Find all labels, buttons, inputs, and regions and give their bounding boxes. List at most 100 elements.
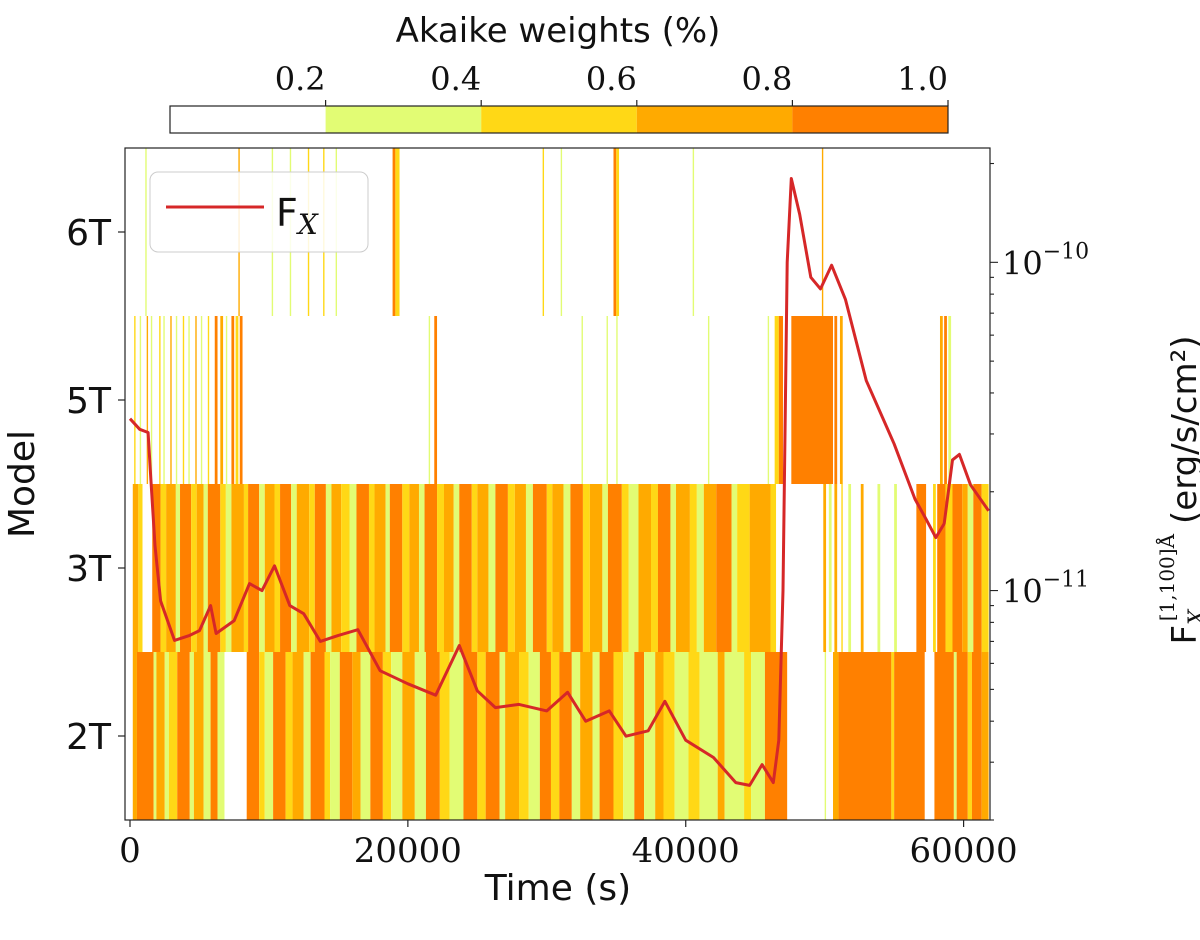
heatmap-cell-3T [952,484,963,652]
heatmap-cell-5T [774,316,779,484]
heatmap-cell-3T [563,484,571,652]
heatmap-cell-3T [877,484,881,652]
heatmap-cell-2T [499,652,506,820]
heatmap-cell-2T [136,652,154,820]
heatmap-cell-5T [188,316,190,484]
heatmap-cell-3T [495,484,508,652]
heatmap-cell-2T [724,652,745,820]
heatmap-cell-5T [778,316,783,484]
heatmap-cell-2T [580,652,593,820]
x-tick-label: 60000 [910,831,1018,871]
y2-axis-ticks: 10−10 10−11 [990,162,1089,821]
heatmap-cell-2T [550,652,560,820]
heatmap-cell-5T [175,316,178,484]
heatmap-cell-3T [349,484,357,652]
heatmap-cell-3T [368,484,375,652]
heatmap-cell-3T [703,484,717,652]
colorbar-tick-label: 1.0 [897,60,948,98]
heatmap-cell-6T [560,148,563,316]
x-tick-label: 0 [119,831,141,871]
heatmap-cell-2T [663,652,675,820]
heatmap-cell-3T [471,484,478,652]
heatmap-cell-2T [644,652,656,820]
heatmap-cell-5T [948,316,952,484]
heatmap-cell-3T [731,484,738,652]
heatmap-cell-3T [314,484,326,652]
heatmap-cell-3T [385,484,390,652]
heatmap-cell-6T [616,148,620,316]
heatmap-cell-3T [670,484,677,652]
heatmap-cell-2T [971,652,982,820]
heatmap-cell-3T [424,484,438,652]
colorbar: 0.2 0.4 0.6 0.8 1.0 [169,60,949,134]
heatmap-cell-3T [552,484,564,652]
heatmap-cell-2T [599,652,614,820]
heatmap-cell-2T [360,652,371,820]
heatmap-cell-3T [514,484,526,652]
heatmap-cell-5T [159,316,161,484]
colorbar-segment [792,106,948,133]
heatmap-cell-2T [391,652,403,820]
heatmap-cell-2T [744,652,752,820]
y2-axis-label: FX[1,100]Å(erg/s/cm²) [1154,335,1200,644]
heatmap-cell-2T [273,652,286,820]
heatmap-cell-2T [168,652,178,820]
heatmap-cell-5T [231,316,235,484]
heatmap-cell-2T [519,652,529,820]
x-axis-label: Time (s) [484,868,631,909]
heatmap-cell-2T [382,652,392,820]
heatmap-cell-5T [239,316,243,484]
heatmap-cell-6T [395,148,400,316]
heatmap-cell-3T [477,484,489,652]
legend-label: FX [276,191,319,241]
heatmap-cell-2T [177,652,190,820]
heatmap-cell-2T [539,652,551,820]
heatmap-cell-3T [628,484,639,652]
heatmap-cell-2T [193,652,204,820]
heatmap-cell-2T [425,652,440,820]
heatmap-cell-6T [692,148,695,316]
heatmap-cell-5T [207,316,210,484]
heatmap-cell-3T [259,484,265,652]
heatmap-cell-3T [834,484,838,652]
heatmap-cell-5T [150,316,153,484]
plot-frame [124,147,991,821]
heatmap-cell-2T [934,652,954,820]
heatmap-cell-5T [834,316,838,484]
heatmap-cells [132,148,989,820]
heatmap-cell-2T [303,652,311,820]
heatmap-cell-5T [139,316,142,484]
heatmap-cell-3T [823,484,827,652]
heatmap-cell-3T [180,484,192,652]
colorbar-tick-label: 0.2 [275,60,326,98]
heatmap-cell-2T [449,652,464,820]
heatmap-cell-5T [428,316,431,484]
heatmap-cell-3T [325,484,332,652]
heatmap-cell-5T [220,316,224,484]
heatmap-cell-2T [339,652,353,820]
heatmap-cell-5T [163,316,165,484]
heatmap-cell-5T [606,316,608,484]
heatmap-cell-3T [291,484,297,652]
heatmap-cell-6T [392,148,396,316]
heatmap-cell-2T [210,652,218,820]
heatmap-cell-2T [953,652,957,820]
heatmap-cell-3T [860,484,864,652]
heatmap-cell-3T [418,484,425,652]
heatmap-cell-3T [341,484,350,652]
heatmap-cell-2T [592,652,600,820]
heatmap-cell-3T [933,484,936,652]
heatmap-cell-5T [767,316,770,484]
heatmap-cell-5T [134,316,136,484]
heatmap-cell-3T [689,484,697,652]
heatmap-cell-3T [331,484,342,652]
heatmap-cell-3T [264,484,275,652]
heatmap-cell-2T [132,652,137,820]
heatmap-cell-2T [285,652,293,820]
heatmap-cell-2T [189,652,194,820]
heatmap-cell-2T [324,652,331,820]
heatmap-cell-2T [751,652,765,820]
heatmap-cell-2T [967,652,972,820]
heatmap-cell-5T [434,316,438,484]
